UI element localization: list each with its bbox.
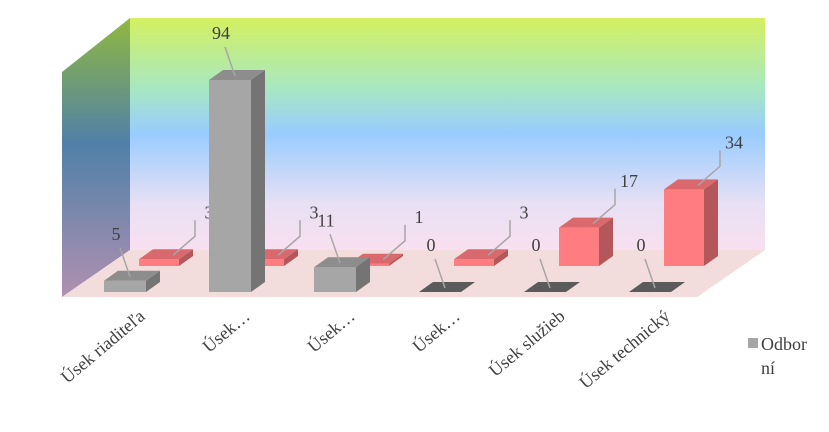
leader-line [434, 258, 446, 289]
leader-line [277, 220, 301, 256]
data-label: 94 [212, 23, 230, 43]
bar-top [454, 249, 508, 260]
bar [209, 80, 251, 292]
data-label: 17 [620, 171, 638, 191]
bar-side [599, 217, 613, 266]
data-label: 5 [112, 224, 121, 244]
data-label: 3 [310, 202, 319, 222]
bar-top [419, 282, 475, 292]
leader-line [119, 247, 131, 277]
legend-label: Odborní [761, 334, 807, 378]
data-label: 0 [427, 235, 436, 255]
bar-top [104, 270, 160, 281]
legend-swatch [748, 338, 758, 348]
leader-line [592, 188, 616, 225]
bar-side [356, 257, 370, 292]
leader-line [697, 150, 721, 186]
x-tick-label: Úsek technický [575, 305, 674, 393]
bar-top [139, 249, 193, 260]
bar-top [559, 217, 613, 228]
data-label: 1 [415, 207, 424, 227]
leader-line [487, 220, 511, 256]
bar-top [209, 70, 265, 80]
bar-side [389, 253, 403, 266]
leader-line [172, 220, 196, 256]
bar-top [314, 257, 370, 268]
leader-line [382, 224, 406, 261]
bar-side [146, 270, 160, 292]
side-wall [62, 18, 130, 297]
leader-line [539, 258, 551, 289]
data-label: 0 [532, 235, 541, 255]
bar-side [284, 249, 298, 266]
bar [559, 227, 599, 266]
x-tick-label: Úsek… [408, 305, 464, 356]
x-tick-label: Úsek… [303, 305, 359, 356]
data-label: 3 [520, 202, 529, 222]
bar [104, 280, 146, 292]
bar [314, 267, 356, 292]
back-wall [130, 18, 765, 250]
data-label: 11 [317, 210, 334, 230]
bar [139, 259, 179, 266]
leader-line [644, 258, 656, 289]
legend: Odborní [748, 332, 807, 380]
data-label: 34 [725, 132, 743, 152]
bar-side [251, 70, 265, 292]
leader-line [329, 233, 341, 264]
leader-line [224, 46, 236, 77]
x-tick-label: Úsek… [198, 305, 254, 356]
bar-top [664, 179, 718, 190]
bar-side [179, 249, 193, 266]
bar [664, 189, 704, 266]
bar-top [629, 282, 685, 292]
bar-top [524, 282, 580, 292]
bar-side [494, 249, 508, 266]
x-tick-label: Úsek služieb [484, 305, 568, 381]
x-tick-label: Úsek riaditeľa [56, 305, 148, 387]
bar-side [704, 179, 718, 266]
bar [454, 259, 494, 266]
data-label: 0 [637, 235, 646, 255]
